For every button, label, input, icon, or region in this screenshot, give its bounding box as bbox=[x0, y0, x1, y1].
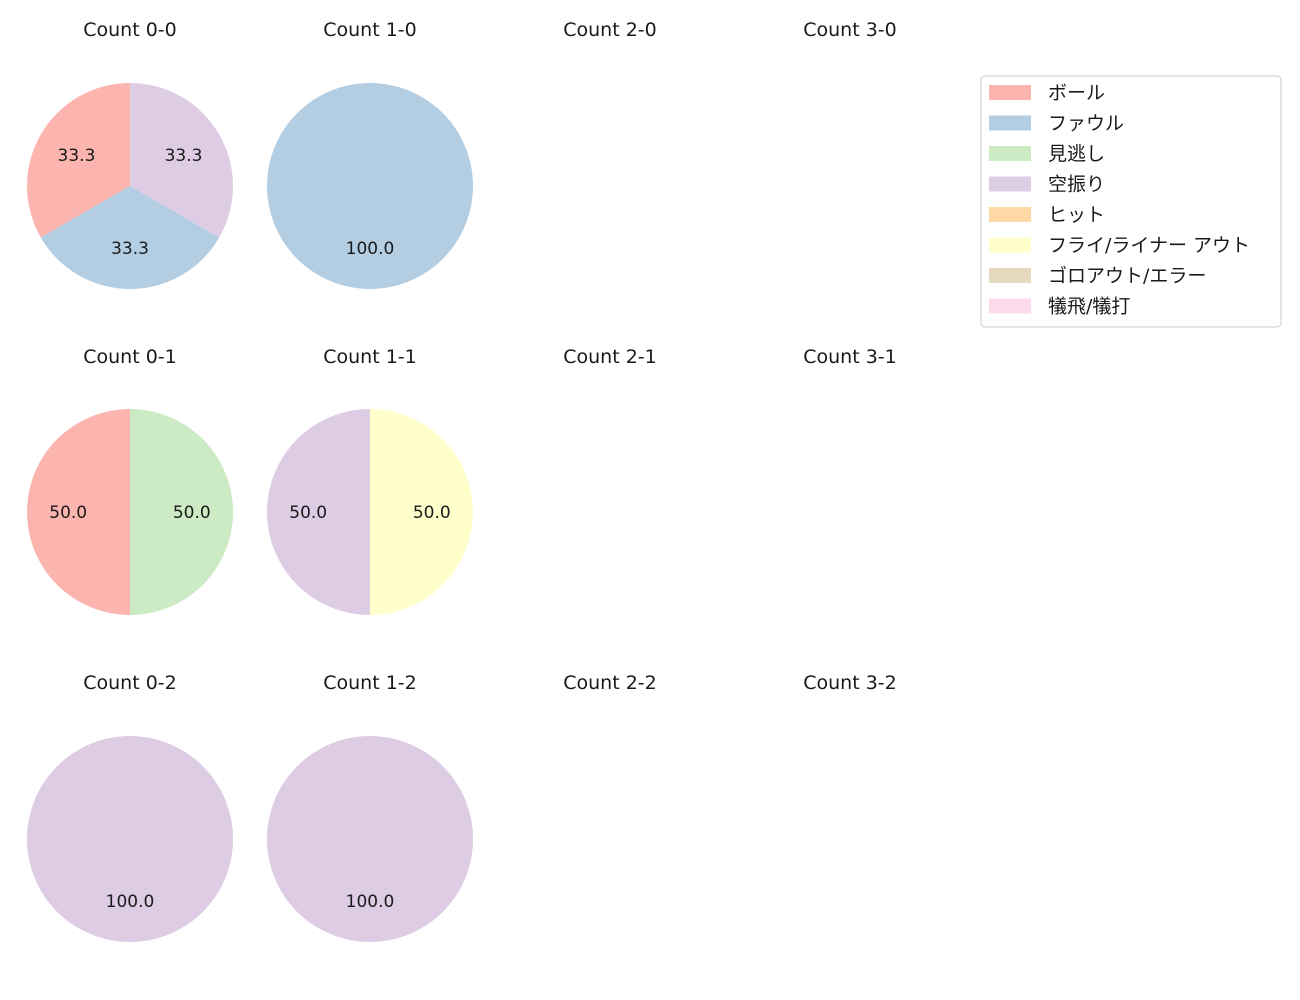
legend-swatch bbox=[989, 207, 1031, 222]
pie-value-label: 33.3 bbox=[111, 239, 149, 259]
pie-title: Count 1-0 bbox=[323, 19, 417, 41]
pie-slice bbox=[370, 409, 473, 615]
legend-label: 空振り bbox=[1048, 174, 1105, 196]
legend-swatch bbox=[989, 237, 1031, 253]
pie-title: Count 3-1 bbox=[803, 346, 897, 368]
legend-entry: 見逃し bbox=[989, 143, 1105, 165]
legend-entry: ヒット bbox=[989, 204, 1105, 226]
legend-label: 犠飛/犠打 bbox=[1048, 296, 1130, 318]
pie-panel: Count 3-0 bbox=[803, 19, 897, 41]
pie-title: Count 0-2 bbox=[83, 672, 177, 694]
pie-title: Count 2-2 bbox=[563, 672, 657, 694]
legend-swatch bbox=[989, 268, 1031, 283]
legend-label: ヒット bbox=[1048, 204, 1105, 226]
legend-entry: ボール bbox=[989, 82, 1105, 104]
legend-label: 見逃し bbox=[1048, 143, 1105, 165]
pie-panel: Count 2-2 bbox=[563, 672, 657, 694]
legend-swatch bbox=[989, 176, 1031, 192]
pie-slice bbox=[130, 409, 233, 615]
pie-slice bbox=[267, 83, 473, 289]
pie-panel: Count 0-2 100.0 bbox=[27, 672, 233, 942]
pie-title: Count 2-0 bbox=[563, 19, 657, 41]
pie-slice bbox=[267, 409, 370, 615]
pie-slice bbox=[267, 736, 473, 942]
legend-swatch bbox=[989, 298, 1031, 314]
pie-value-label: 100.0 bbox=[346, 239, 395, 259]
pie-value-label: 50.0 bbox=[173, 503, 211, 523]
legend-swatch bbox=[989, 115, 1031, 131]
pie-panel: Count 1-0 100.0 bbox=[267, 19, 473, 289]
pie-value-label: 33.3 bbox=[165, 146, 203, 166]
legend-label: ボール bbox=[1048, 82, 1105, 104]
pie-panel: Count 0-1 50.0 50.0 bbox=[27, 346, 233, 615]
legend-swatch bbox=[989, 85, 1031, 100]
pie-slice bbox=[27, 736, 233, 942]
pie-panel: Count 2-0 bbox=[563, 19, 657, 41]
legend-entry: ゴロアウト/エラー bbox=[989, 265, 1206, 287]
pie-title: Count 2-1 bbox=[563, 346, 657, 368]
pie-value-label: 50.0 bbox=[289, 503, 327, 523]
legend-entry: フライ/ライナー アウト bbox=[989, 235, 1250, 257]
legend-frame bbox=[980, 75, 1282, 328]
pie-value-label: 100.0 bbox=[346, 892, 395, 912]
legend-entry: 犠飛/犠打 bbox=[989, 296, 1130, 318]
pie-title: Count 3-0 bbox=[803, 19, 897, 41]
pie-value-label: 50.0 bbox=[49, 503, 87, 523]
legend-entry: 空振り bbox=[989, 174, 1105, 196]
pie-panel: Count 1-1 50.0 50.0 bbox=[267, 346, 473, 615]
pie-value-label: 33.3 bbox=[58, 146, 96, 166]
legend-swatch bbox=[989, 146, 1031, 161]
legend-label: ファウル bbox=[1048, 113, 1124, 135]
pie-slice bbox=[130, 83, 233, 238]
pie-value-label: 100.0 bbox=[106, 892, 155, 912]
pie-panel: Count 0-0 33.3 33.3 33.3 bbox=[26, 19, 233, 289]
pie-title: Count 1-1 bbox=[323, 346, 417, 368]
pie-title: Count 0-1 bbox=[83, 346, 177, 368]
pie-title: Count 1-2 bbox=[323, 672, 417, 694]
pie-panel: Count 2-1 bbox=[563, 346, 657, 368]
pie-panel: Count 3-1 bbox=[803, 346, 897, 368]
legend-label: ゴロアウト/エラー bbox=[1048, 265, 1206, 287]
pie-slice bbox=[26, 83, 130, 238]
pie-slice bbox=[27, 409, 130, 615]
legend-entry: ファウル bbox=[989, 113, 1124, 135]
pie-value-label: 50.0 bbox=[413, 503, 451, 523]
pie-title: Count 3-2 bbox=[803, 672, 897, 694]
pie-panel: Count 3-2 bbox=[803, 672, 897, 694]
pie-panel: Count 1-2 100.0 bbox=[267, 672, 473, 942]
legend-label: フライ/ライナー アウト bbox=[1048, 235, 1250, 257]
pie-title: Count 0-0 bbox=[83, 19, 177, 41]
